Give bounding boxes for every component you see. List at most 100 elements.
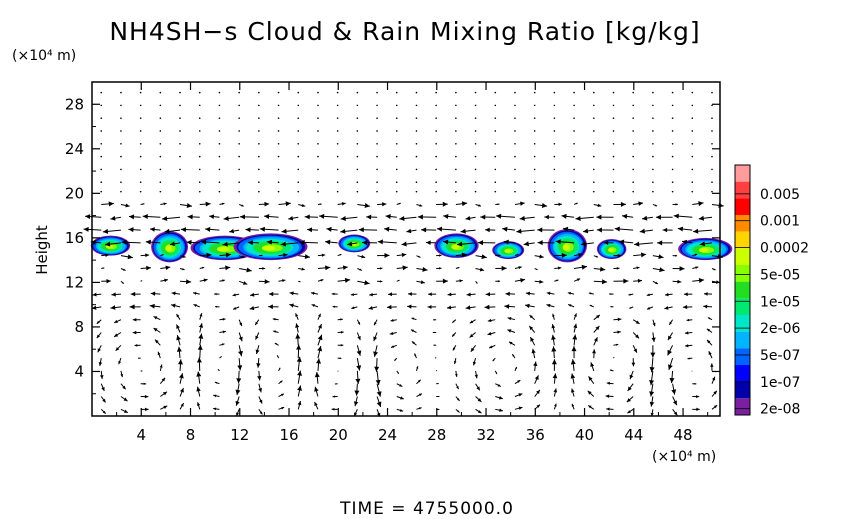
wind-arrow-head bbox=[675, 254, 678, 257]
wind-arrow bbox=[572, 334, 578, 346]
wind-arrow bbox=[614, 226, 634, 232]
wind-arrow-head bbox=[552, 373, 558, 379]
wind-arrow-head bbox=[708, 351, 712, 356]
wind-arrow bbox=[706, 339, 713, 346]
wind-arrow bbox=[357, 268, 363, 271]
wind-arrow-head bbox=[570, 373, 576, 379]
wind-dot bbox=[395, 155, 398, 158]
wind-dot bbox=[159, 91, 162, 94]
wind-arrow-head bbox=[456, 386, 459, 390]
wind-arrow bbox=[160, 254, 164, 257]
wind-arrow-head bbox=[649, 391, 655, 397]
wind-dot bbox=[277, 91, 280, 94]
cloud-contour bbox=[698, 248, 709, 253]
wind-arrow bbox=[495, 254, 501, 257]
wind-arrow bbox=[573, 278, 581, 282]
wind-arrow-head bbox=[631, 362, 636, 367]
wind-arrow bbox=[278, 380, 283, 385]
wind-dot bbox=[553, 117, 556, 119]
wind-dot bbox=[632, 142, 634, 145]
wind-arrow-head bbox=[169, 241, 175, 247]
wind-arrow bbox=[140, 203, 145, 205]
wind-arrow bbox=[495, 383, 501, 387]
wind-dot bbox=[474, 117, 477, 119]
wind-arrow-head bbox=[480, 214, 486, 220]
wind-arrow bbox=[356, 319, 361, 325]
wind-arrow-head bbox=[539, 254, 544, 259]
wind-arrow bbox=[605, 394, 614, 398]
wind-arrow-head bbox=[503, 239, 509, 245]
wind-arrow-head bbox=[358, 227, 364, 233]
wind-arrow bbox=[432, 331, 437, 334]
wind-arrow-head bbox=[196, 386, 201, 392]
wind-arrow-head bbox=[408, 292, 412, 296]
wind-arrow bbox=[111, 292, 121, 297]
wind-arrow-head bbox=[200, 239, 207, 245]
wind-arrow bbox=[314, 401, 319, 410]
wind-arrow-head bbox=[460, 228, 466, 234]
wind-dot bbox=[652, 142, 654, 145]
wind-arrow bbox=[130, 291, 141, 297]
wind-arrow bbox=[436, 267, 442, 270]
wind-dot bbox=[652, 181, 654, 183]
wind-arrow bbox=[627, 408, 634, 414]
wind-arrow bbox=[475, 267, 485, 272]
wind-arrow-head bbox=[637, 278, 642, 283]
wind-arrow bbox=[655, 214, 673, 220]
x-tick-label: 8 bbox=[186, 426, 196, 444]
wind-arrow bbox=[472, 357, 477, 366]
wind-arrow-head bbox=[627, 386, 632, 391]
wind-dot bbox=[573, 91, 575, 94]
wind-arrow-head bbox=[114, 333, 119, 337]
wind-arrow bbox=[120, 370, 124, 378]
wind-dot bbox=[258, 130, 260, 132]
wind-arrow-head bbox=[171, 291, 176, 296]
wind-arrow bbox=[609, 369, 614, 372]
wind-arrow bbox=[332, 305, 338, 308]
wind-arrow-head bbox=[508, 341, 513, 345]
wind-dot bbox=[573, 190, 575, 193]
wind-arrow bbox=[593, 337, 598, 346]
wind-arrow bbox=[613, 356, 615, 359]
wind-dot bbox=[139, 104, 142, 107]
wind-arrow-head bbox=[247, 240, 253, 246]
wind-arrow-head bbox=[340, 318, 343, 321]
wind-arrow-head bbox=[241, 204, 244, 207]
wind-arrow-head bbox=[710, 363, 714, 367]
wind-arrow-head bbox=[83, 226, 89, 232]
wind-dot bbox=[514, 117, 516, 119]
wind-arrow-head bbox=[399, 216, 405, 221]
wind-arrow bbox=[534, 375, 539, 384]
wind-arrow-head bbox=[551, 359, 557, 365]
wind-dot bbox=[159, 117, 162, 119]
wind-dot bbox=[159, 104, 162, 107]
wind-arrow bbox=[304, 214, 318, 220]
wind-dot bbox=[395, 117, 398, 119]
wind-dot bbox=[297, 91, 300, 94]
wind-arrow bbox=[145, 239, 161, 245]
wind-arrow-head bbox=[242, 281, 248, 285]
wind-dot bbox=[159, 190, 162, 193]
wind-arrow-head bbox=[123, 268, 126, 271]
wind-arrow-head bbox=[561, 252, 567, 258]
wind-arrow-head bbox=[264, 279, 270, 285]
wind-arrow bbox=[531, 348, 536, 359]
wind-arrow-head bbox=[616, 267, 620, 270]
wind-arrow-head bbox=[121, 281, 124, 284]
wind-arrow bbox=[235, 396, 240, 406]
wind-arrow-head bbox=[398, 202, 401, 205]
wind-arrow bbox=[273, 330, 279, 333]
wind-arrow-head bbox=[128, 227, 134, 233]
colorbar-swatch bbox=[735, 231, 750, 249]
cloud-blob bbox=[547, 228, 588, 263]
wind-arrow bbox=[140, 280, 143, 282]
wind-dot bbox=[179, 155, 181, 158]
wind-arrow bbox=[100, 383, 105, 392]
wind-arrow-head bbox=[320, 279, 324, 282]
colorbar-swatch bbox=[735, 165, 750, 182]
wind-arrow bbox=[537, 227, 555, 233]
wind-arrow-head bbox=[718, 202, 724, 208]
wind-dot bbox=[474, 155, 477, 158]
wind-arrow-head bbox=[385, 214, 391, 220]
plot-frame bbox=[91, 81, 721, 417]
